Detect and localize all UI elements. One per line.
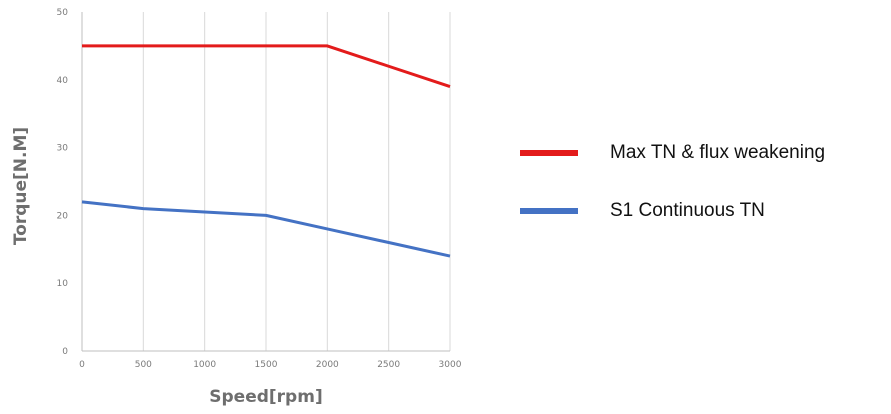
y-tick-label: 40 [57, 76, 69, 86]
legend-swatch-s1-continuous [520, 208, 578, 214]
grid-lines [142, 12, 451, 351]
y-tick-label: 0 [62, 347, 68, 357]
x-tick-label: 2000 [316, 360, 339, 370]
series-lines [81, 44, 451, 258]
legend-label-max-tn: Max TN & flux weakening [610, 142, 826, 163]
x-tick-label: 500 [135, 360, 152, 370]
axes [81, 12, 450, 352]
y-tick-label: 20 [57, 211, 69, 221]
y-tick-labels: 0 10 20 30 40 50 [57, 8, 69, 357]
legend-label-s1-continuous: S1 Continuous TN [610, 200, 765, 221]
y-tick-label: 10 [57, 279, 69, 289]
y-tick-label: 50 [57, 8, 69, 18]
series-line-max-tn [82, 44, 451, 89]
legend: Max TN & flux weakening S1 Continuous TN [520, 140, 825, 256]
x-tick-label: 3000 [439, 360, 462, 370]
y-axis-title: Torque[N.M] [11, 127, 31, 245]
legend-item-s1-continuous: S1 Continuous TN [520, 198, 825, 224]
x-tick-label: 1000 [193, 360, 216, 370]
legend-swatch-max-tn [520, 150, 578, 156]
x-tick-label: 0 [79, 360, 85, 370]
x-tick-label: 2500 [377, 360, 400, 370]
x-axis-title: Speed[rpm] [209, 387, 322, 407]
series-line-s1-continuous [81, 200, 451, 258]
x-tick-labels: 0 500 1000 1500 2000 2500 3000 [79, 360, 462, 370]
legend-item-max-tn: Max TN & flux weakening [520, 140, 825, 166]
y-tick-label: 30 [57, 144, 69, 154]
x-tick-label: 1500 [255, 360, 278, 370]
